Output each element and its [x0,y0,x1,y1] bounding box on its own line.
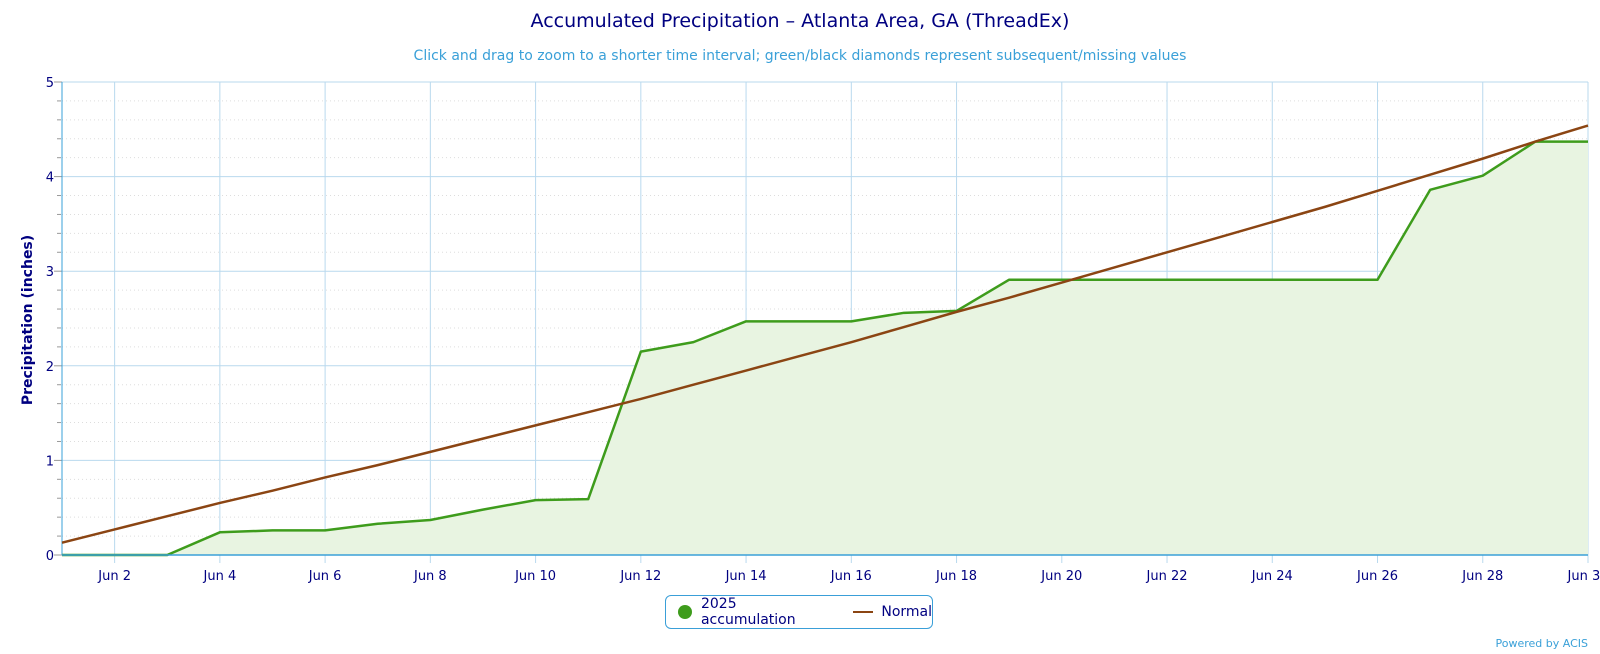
chart-subtitle: Click and drag to zoom to a shorter time… [414,48,1187,64]
legend: 2025 accumulation Normal [665,595,933,629]
y-axis-title: Precipitation (inches) [20,235,36,405]
x-tick-label: Jun 6 [308,569,342,584]
x-tick-label: Jun 20 [1040,569,1082,584]
accumulation-series-line[interactable] [62,140,1588,557]
x-tick-label: Jun 22 [1146,569,1188,584]
x-tick-label: Jun 18 [935,569,977,584]
x-tick-label: Jun 28 [1461,569,1503,584]
plot-area[interactable]: 0 1 2 3 4 5 Jun 2 Jun 4 Jun 6 Jun 8 Jun 10 Jun 12 Ju… [46,76,1600,584]
x-tick-label: Jun 8 [413,569,447,584]
x-tick-label: Jun 30 [1567,569,1600,584]
legend-accumulation-label: 2025 accumulation [700,596,796,628]
x-tick-label: Jun 24 [1251,569,1293,584]
y-tick-label: 5 [46,76,54,91]
y-tick-label: 4 [46,171,54,186]
y-tick-label: 3 [46,265,54,280]
y-tick-label: 1 [46,454,54,469]
x-tick-label: Jun 12 [619,569,661,584]
y-tick-label: 0 [46,549,54,564]
x-tick-label: Jun 4 [203,569,237,584]
credits-link[interactable]: Powered by ACIS [1495,637,1589,650]
x-tick-label: Jun 26 [1356,569,1398,584]
legend-item-accumulation[interactable]: 2025 accumulation [678,596,835,628]
x-tick-label: Jun 16 [830,569,872,584]
x-tick-label: Jun 10 [514,569,556,584]
chart-title: Accumulated Precipitation – Atlanta Area… [531,10,1070,32]
legend-normal-line-icon [853,610,874,614]
legend-normal-label: Normal [881,604,932,620]
y-tick-label: 2 [46,360,54,375]
x-tick-label: Jun 2 [97,569,131,584]
x-tick-label: Jun 14 [725,569,767,584]
legend-accumulation-marker-icon [678,605,692,619]
normal-series-line[interactable] [61,124,1589,544]
legend-item-normal[interactable]: Normal [853,604,932,620]
